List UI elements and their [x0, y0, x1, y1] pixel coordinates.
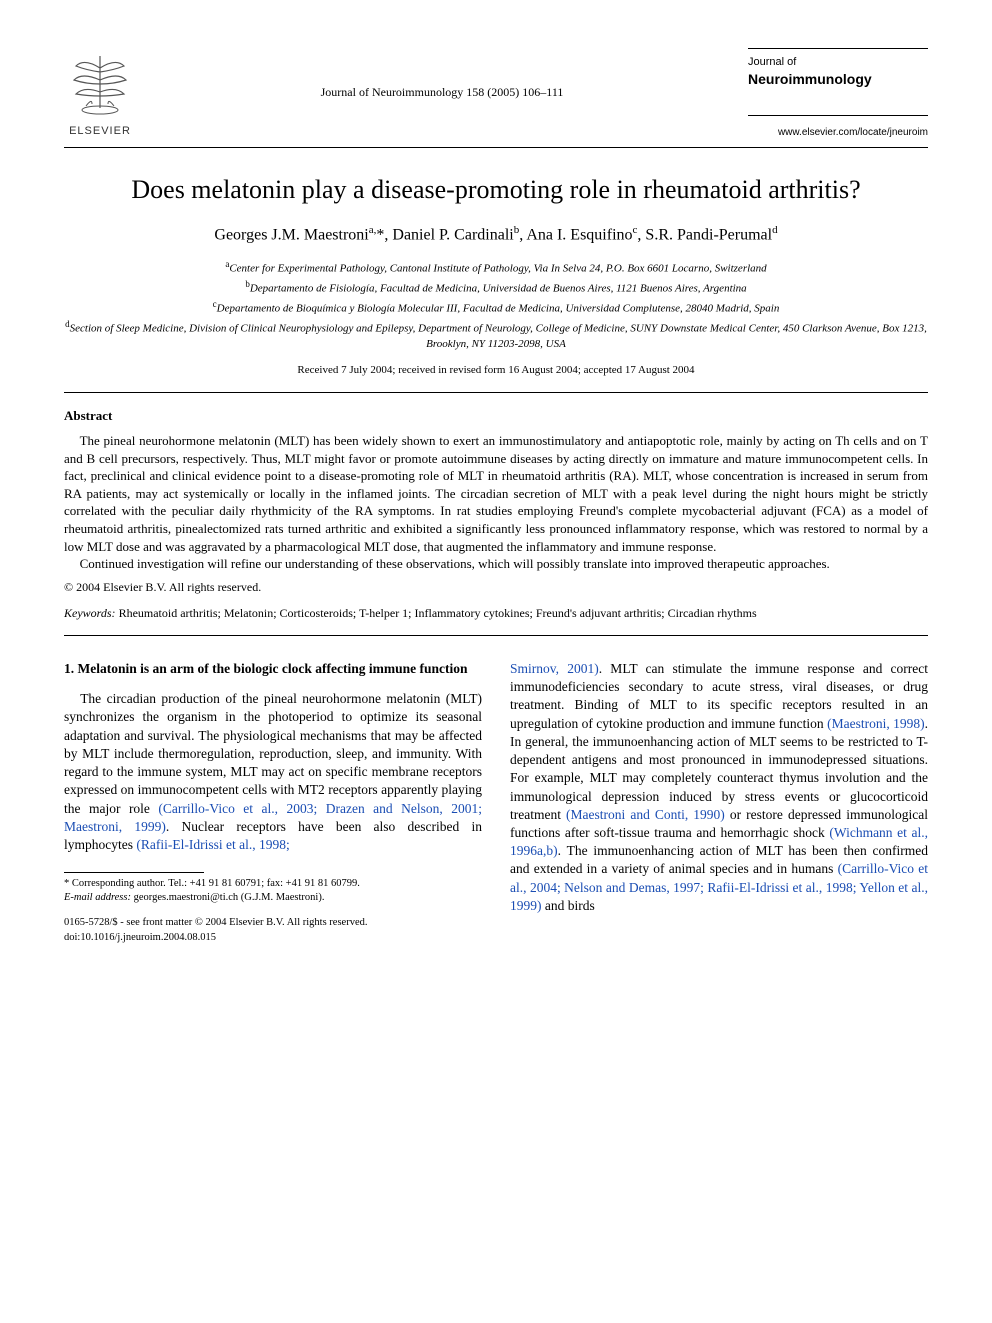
citation-link[interactable]: (Rafii-El-Idrissi et al., 1998;	[136, 837, 289, 852]
abstract-p1: The pineal neurohormone melatonin (MLT) …	[64, 432, 928, 555]
page-header: ELSEVIER Journal of Neuroimmunology 158 …	[64, 48, 928, 139]
abstract-body: The pineal neurohormone melatonin (MLT) …	[64, 432, 928, 572]
citation-link[interactable]: (Wichmann et al., 1996a,b)	[510, 825, 928, 858]
affiliation-line: aCenter for Experimental Pathology, Cant…	[64, 258, 928, 277]
journal-name-small: Journal of	[748, 55, 928, 70]
abstract-bottom-rule	[64, 635, 928, 636]
email-label: E-mail address:	[64, 892, 131, 903]
body-left-para: The circadian production of the pineal n…	[64, 690, 482, 854]
footnote-separator	[64, 872, 204, 873]
email-address: georges.maestroni@ti.ch (G.J.M. Maestron…	[131, 892, 324, 903]
corresponding-author-note: * Corresponding author. Tel.: +41 91 81 …	[64, 877, 482, 891]
front-matter-line: 0165-5728/$ - see front matter © 2004 El…	[64, 916, 482, 930]
abstract-section: Abstract The pineal neurohormone melaton…	[64, 407, 928, 595]
section-1-heading: 1. Melatonin is an arm of the biologic c…	[64, 660, 482, 678]
citation-link[interactable]: (Carrillo-Vico et al., 2004; Nelson and …	[510, 861, 928, 912]
citation-link[interactable]: Smirnov, 2001)	[510, 661, 599, 676]
citation-link[interactable]: (Maestroni and Conti, 1990)	[566, 807, 725, 822]
journal-citation: Journal of Neuroimmunology 158 (2005) 10…	[136, 84, 748, 100]
journal-url: www.elsevier.com/locate/jneuroim	[778, 126, 928, 140]
citation-link[interactable]: (Maestroni, 1998)	[827, 716, 925, 731]
abstract-p2: Continued investigation will refine our …	[64, 555, 928, 573]
author-list: Georges J.M. Maestronia,*, Daniel P. Car…	[64, 223, 928, 246]
affiliation-line: dSection of Sleep Medicine, Division of …	[64, 318, 928, 352]
keywords-line: Keywords: Rheumatoid arthritis; Melatoni…	[64, 605, 928, 621]
journal-info-box: Journal of Neuroimmunology www.elsevier.…	[748, 48, 928, 139]
elsevier-tree-icon	[64, 48, 136, 120]
right-column: Smirnov, 2001). MLT can stimulate the im…	[510, 660, 928, 945]
abstract-copyright: © 2004 Elsevier B.V. All rights reserved…	[64, 579, 928, 595]
header-rule	[64, 147, 928, 148]
keywords-label: Keywords:	[64, 606, 116, 620]
abstract-top-rule	[64, 392, 928, 393]
left-column: 1. Melatonin is an arm of the biologic c…	[64, 660, 482, 945]
email-line: E-mail address: georges.maestroni@ti.ch …	[64, 891, 482, 905]
journal-name-bold: Neuroimmunology	[748, 70, 928, 89]
abstract-heading: Abstract	[64, 407, 928, 425]
body-right-para: Smirnov, 2001). MLT can stimulate the im…	[510, 660, 928, 915]
affiliation-line: cDepartamento de Bioquímica y Biología M…	[64, 298, 928, 317]
article-dates: Received 7 July 2004; received in revise…	[64, 363, 928, 378]
body-columns: 1. Melatonin is an arm of the biologic c…	[64, 660, 928, 945]
affiliation-line: bDepartamento de Fisiología, Facultad de…	[64, 278, 928, 297]
publisher-logo-block: ELSEVIER	[64, 48, 136, 139]
footer-block: 0165-5728/$ - see front matter © 2004 El…	[64, 916, 482, 944]
affiliations: aCenter for Experimental Pathology, Cant…	[64, 258, 928, 353]
publisher-name: ELSEVIER	[69, 124, 131, 139]
citation-link[interactable]: (Carrillo-Vico et al., 2003; Drazen and …	[64, 801, 482, 834]
doi-line: doi:10.1016/j.jneuroim.2004.08.015	[64, 931, 482, 945]
article-title: Does melatonin play a disease-promoting …	[64, 172, 928, 207]
keywords-text: Rheumatoid arthritis; Melatonin; Cortico…	[116, 606, 757, 620]
